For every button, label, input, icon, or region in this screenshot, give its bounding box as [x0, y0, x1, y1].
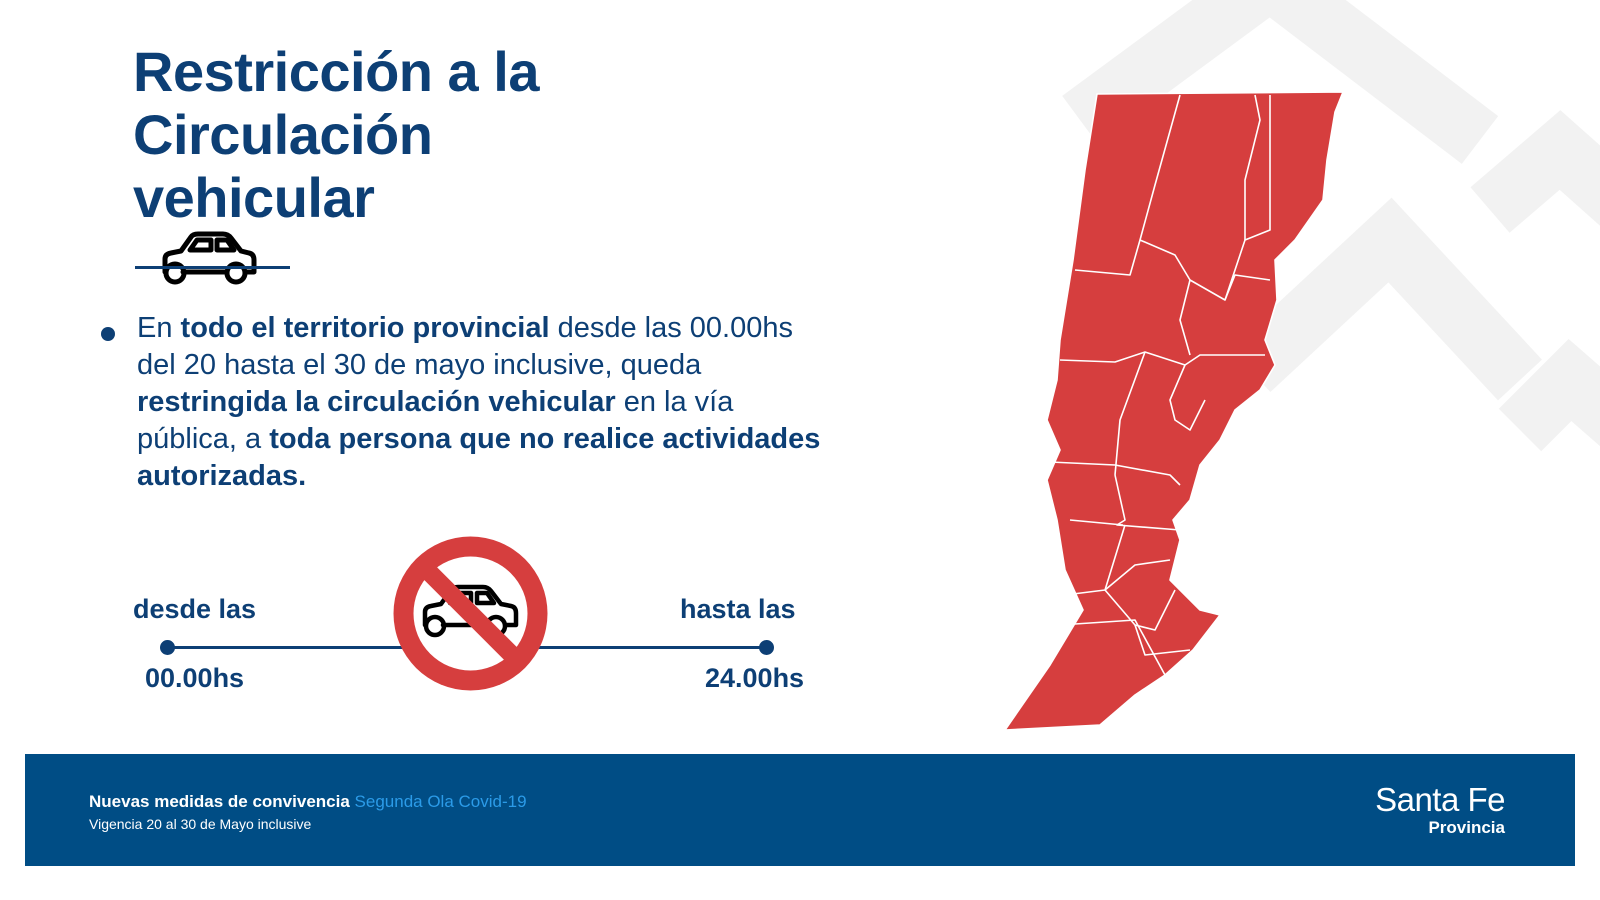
desc-text-1: En	[137, 312, 181, 344]
map-department	[1005, 91, 1344, 731]
title-line-3-row: vehicular	[133, 166, 539, 301]
desc-bold-2: restringida la circulación vehicular	[137, 386, 616, 418]
bullet-dot	[101, 327, 115, 341]
timeline-from-label: desde las	[133, 594, 257, 624]
timeline-from-time: 00.00hs	[145, 663, 245, 693]
map-department-border	[1244, 94, 1261, 240]
brand-name: Santa Fe	[1375, 781, 1505, 818]
title-line-3: vehicular	[133, 166, 375, 229]
brand-logo: Santa Fe Provincia	[1375, 782, 1505, 838]
timeline-to-time: 24.00hs	[705, 663, 805, 693]
desc-text-2: desde las 00.00hs del 20 hasta el 30 de …	[137, 312, 793, 381]
desc-bold-3: toda persona que no realice actividades …	[137, 423, 821, 492]
map-department-border	[1069, 519, 1124, 526]
restriction-description: En todo el territorio provincial desde l…	[137, 310, 837, 495]
title-line-1: Restricción a la	[133, 40, 539, 103]
map-department-border	[1049, 461, 1181, 486]
map-department-border	[1104, 589, 1176, 631]
page-title: Restricción a la Circulación vehicular	[133, 40, 539, 301]
map-department-border	[1104, 559, 1171, 591]
brand-subtitle: Provincia	[1428, 818, 1505, 837]
footer-validity: Vigencia 20 al 30 de Mayo inclusive	[89, 816, 312, 832]
map-department-border	[1169, 364, 1206, 431]
footer-title: Nuevas medidas de convivencia Segunda Ol…	[89, 792, 527, 812]
title-divider	[135, 266, 290, 269]
title-line-2: Circulación	[133, 103, 433, 166]
desc-bold-1: todo el territorio provincial	[180, 312, 550, 344]
footer-title-highlight: Segunda Ola Covid-19	[354, 792, 527, 811]
desc-text-3: en la vía pública, a	[137, 386, 734, 455]
map-department-border	[1114, 474, 1181, 531]
timeline-start-dot	[160, 640, 175, 655]
map-department-border	[1114, 351, 1146, 476]
footer-title-bold: Nuevas medidas de convivencia	[89, 792, 350, 811]
map-department-border	[1134, 624, 1191, 656]
timeline-end-dot	[759, 640, 774, 655]
footer-bar: Nuevas medidas de convivencia Segunda Ol…	[25, 754, 1575, 866]
car-icon	[162, 231, 257, 285]
map-department-border	[1059, 619, 1166, 676]
map-department-border	[1179, 279, 1191, 356]
map-department-border	[1224, 274, 1271, 301]
santa-fe-map	[1005, 91, 1344, 731]
no-car-icon	[393, 536, 548, 691]
timeline-to-label: hasta las	[680, 594, 796, 624]
